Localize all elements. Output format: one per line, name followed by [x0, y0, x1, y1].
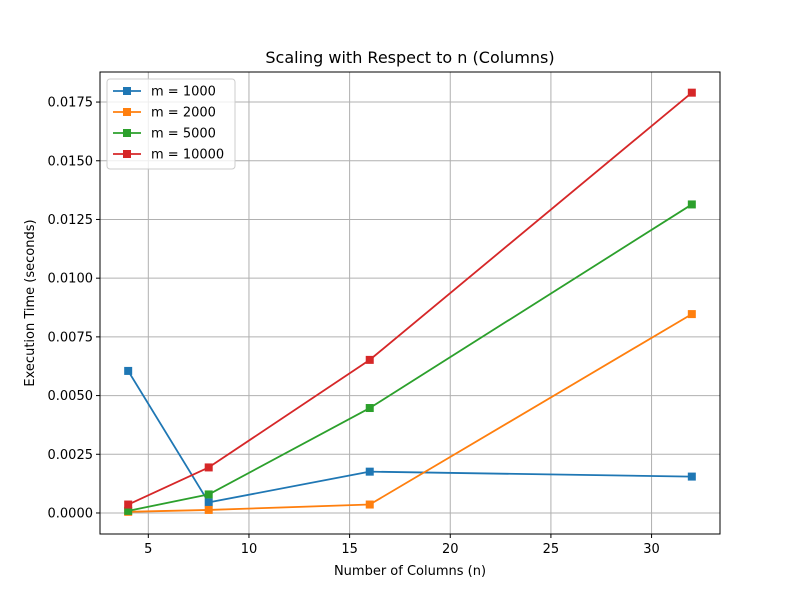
data-point — [365, 355, 374, 364]
series-3 — [124, 200, 696, 515]
y-tick-label: 0.0050 — [48, 389, 94, 404]
data-point — [204, 505, 213, 514]
data-point — [687, 200, 696, 209]
x-tick-label: 5 — [144, 542, 152, 557]
series-line — [127, 91, 693, 506]
data-point — [687, 310, 696, 319]
legend-item: m = 10000 — [113, 148, 224, 163]
legend-label: m = 5000 — [151, 127, 216, 142]
data-point — [124, 506, 133, 515]
series-layer — [124, 88, 696, 516]
legend-item: m = 2000 — [113, 106, 216, 121]
x-axis: 5 10 15 20 25 30 — [144, 534, 660, 557]
y-tick-label: 0.0175 — [48, 96, 94, 111]
legend-marker — [123, 108, 131, 116]
legend: m = 1000 m = 2000 m = 5000 m = 10000 — [106, 78, 236, 170]
legend-marker — [123, 87, 131, 95]
legend-box — [106, 78, 236, 170]
data-point — [365, 500, 374, 509]
data-point — [687, 472, 696, 481]
data-point — [365, 404, 374, 413]
data-point — [204, 498, 213, 507]
series-1 — [124, 366, 696, 507]
series-line — [127, 203, 693, 512]
chart-title: Scaling with Respect to n (Columns) — [265, 48, 554, 67]
data-point — [365, 467, 374, 476]
plot-frame — [99, 71, 721, 535]
y-tick-label: 0.0025 — [48, 448, 94, 463]
y-axis: 0.0000 0.0025 0.0050 0.0075 0.0100 0.0125 0.01… — [48, 96, 100, 521]
x-tick-label: 30 — [643, 542, 660, 557]
legend-item: m = 5000 — [113, 127, 216, 142]
series-line — [128, 313, 693, 513]
y-tick-label: 0.0150 — [48, 154, 94, 169]
series-4 — [124, 88, 696, 509]
legend-label: m = 1000 — [151, 85, 216, 100]
y-axis-label: Execution Time (seconds) — [23, 219, 38, 386]
data-point — [124, 500, 133, 509]
legend-label: m = 10000 — [151, 148, 224, 163]
data-point — [204, 490, 213, 499]
x-tick-label: 25 — [543, 542, 560, 557]
y-tick-label: 0.0100 — [48, 272, 94, 287]
y-tick-label: 0.0075 — [48, 330, 94, 345]
data-point — [687, 88, 696, 97]
x-tick-label: 10 — [241, 542, 258, 557]
series-line — [127, 370, 692, 504]
legend-item: m = 1000 — [113, 85, 216, 100]
data-point — [124, 366, 133, 375]
legend-label: m = 2000 — [151, 106, 216, 121]
y-tick-label: 0.0125 — [48, 213, 94, 228]
y-tick-label: 0.0000 — [48, 506, 94, 521]
x-tick-label: 15 — [341, 542, 358, 557]
data-point — [204, 463, 213, 472]
x-tick-label: 20 — [442, 542, 459, 557]
x-axis-label: Number of Columns (n) — [334, 564, 486, 579]
legend-marker — [123, 150, 131, 158]
legend-marker — [123, 129, 131, 137]
